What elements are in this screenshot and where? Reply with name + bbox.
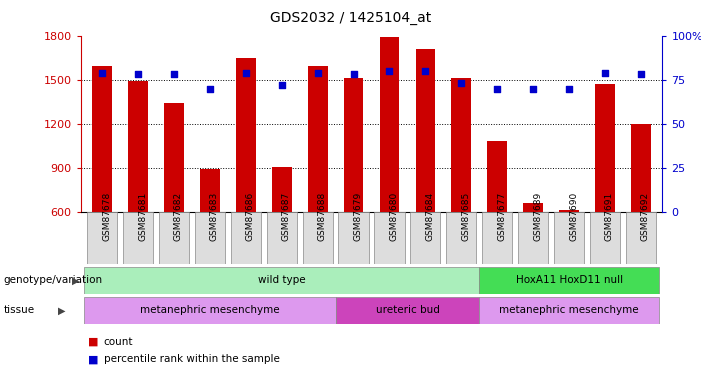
FancyBboxPatch shape bbox=[195, 212, 225, 264]
Text: GSM87690: GSM87690 bbox=[569, 192, 578, 241]
Bar bbox=[523, 203, 543, 212]
FancyBboxPatch shape bbox=[339, 212, 369, 264]
Point bbox=[276, 82, 287, 88]
FancyBboxPatch shape bbox=[336, 297, 479, 324]
FancyBboxPatch shape bbox=[482, 212, 512, 264]
FancyBboxPatch shape bbox=[447, 212, 477, 264]
Text: ▶: ▶ bbox=[72, 275, 79, 285]
Bar bbox=[631, 124, 651, 212]
Bar bbox=[487, 141, 507, 212]
FancyBboxPatch shape bbox=[123, 212, 153, 264]
FancyBboxPatch shape bbox=[590, 212, 620, 264]
FancyBboxPatch shape bbox=[84, 297, 336, 324]
Text: metanephric mesenchyme: metanephric mesenchyme bbox=[140, 305, 280, 315]
Point bbox=[348, 71, 359, 77]
FancyBboxPatch shape bbox=[374, 212, 404, 264]
Text: GSM87685: GSM87685 bbox=[461, 192, 470, 241]
FancyBboxPatch shape bbox=[159, 212, 189, 264]
Text: GSM87688: GSM87688 bbox=[318, 192, 327, 241]
Point bbox=[635, 71, 646, 77]
Text: GSM87682: GSM87682 bbox=[174, 192, 183, 241]
Bar bbox=[272, 167, 292, 212]
Text: wild type: wild type bbox=[258, 275, 306, 285]
FancyBboxPatch shape bbox=[231, 212, 261, 264]
Text: GDS2032 / 1425104_at: GDS2032 / 1425104_at bbox=[270, 11, 431, 25]
Text: percentile rank within the sample: percentile rank within the sample bbox=[104, 354, 280, 364]
Point bbox=[564, 86, 575, 92]
Point bbox=[240, 70, 252, 76]
FancyBboxPatch shape bbox=[410, 212, 440, 264]
Bar bbox=[559, 210, 579, 212]
Bar bbox=[236, 58, 256, 212]
Point bbox=[528, 86, 539, 92]
Bar bbox=[451, 78, 471, 212]
Text: genotype/variation: genotype/variation bbox=[4, 275, 102, 285]
Bar bbox=[93, 66, 112, 212]
Bar bbox=[343, 78, 363, 212]
FancyBboxPatch shape bbox=[518, 212, 548, 264]
FancyBboxPatch shape bbox=[84, 267, 479, 294]
Text: GSM87687: GSM87687 bbox=[282, 192, 291, 241]
Text: HoxA11 HoxD11 null: HoxA11 HoxD11 null bbox=[515, 275, 622, 285]
Text: GSM87677: GSM87677 bbox=[497, 192, 506, 241]
Text: GSM87691: GSM87691 bbox=[605, 192, 614, 241]
Point bbox=[204, 86, 215, 92]
FancyBboxPatch shape bbox=[479, 297, 659, 324]
Text: count: count bbox=[104, 337, 133, 347]
Text: tissue: tissue bbox=[4, 305, 34, 315]
FancyBboxPatch shape bbox=[479, 267, 659, 294]
Text: ■: ■ bbox=[88, 337, 98, 347]
FancyBboxPatch shape bbox=[266, 212, 297, 264]
Point bbox=[97, 70, 108, 76]
FancyBboxPatch shape bbox=[626, 212, 656, 264]
Bar bbox=[595, 84, 615, 212]
Text: GSM87681: GSM87681 bbox=[138, 192, 147, 241]
Text: GSM87683: GSM87683 bbox=[210, 192, 219, 241]
FancyBboxPatch shape bbox=[303, 212, 333, 264]
Text: ▶: ▶ bbox=[58, 305, 65, 315]
Text: GSM87680: GSM87680 bbox=[390, 192, 398, 241]
Text: GSM87692: GSM87692 bbox=[641, 192, 650, 241]
Bar bbox=[128, 81, 148, 212]
Bar bbox=[416, 49, 435, 212]
Point bbox=[456, 80, 467, 86]
Text: GSM87678: GSM87678 bbox=[102, 192, 111, 241]
Text: ureteric bud: ureteric bud bbox=[376, 305, 440, 315]
Text: GSM87679: GSM87679 bbox=[353, 192, 362, 241]
Text: GSM87684: GSM87684 bbox=[426, 192, 435, 241]
Bar bbox=[308, 66, 327, 212]
Point bbox=[384, 68, 395, 74]
Bar bbox=[164, 103, 184, 212]
Point bbox=[599, 70, 611, 76]
Point bbox=[168, 71, 179, 77]
FancyBboxPatch shape bbox=[554, 212, 584, 264]
Point bbox=[312, 70, 323, 76]
Point bbox=[420, 68, 431, 74]
Text: ■: ■ bbox=[88, 354, 98, 364]
Point bbox=[491, 86, 503, 92]
Bar bbox=[200, 168, 220, 212]
FancyBboxPatch shape bbox=[87, 212, 117, 264]
Text: metanephric mesenchyme: metanephric mesenchyme bbox=[499, 305, 639, 315]
Text: GSM87686: GSM87686 bbox=[246, 192, 255, 241]
Text: GSM87689: GSM87689 bbox=[533, 192, 542, 241]
Point bbox=[132, 71, 144, 77]
Bar bbox=[380, 37, 400, 212]
